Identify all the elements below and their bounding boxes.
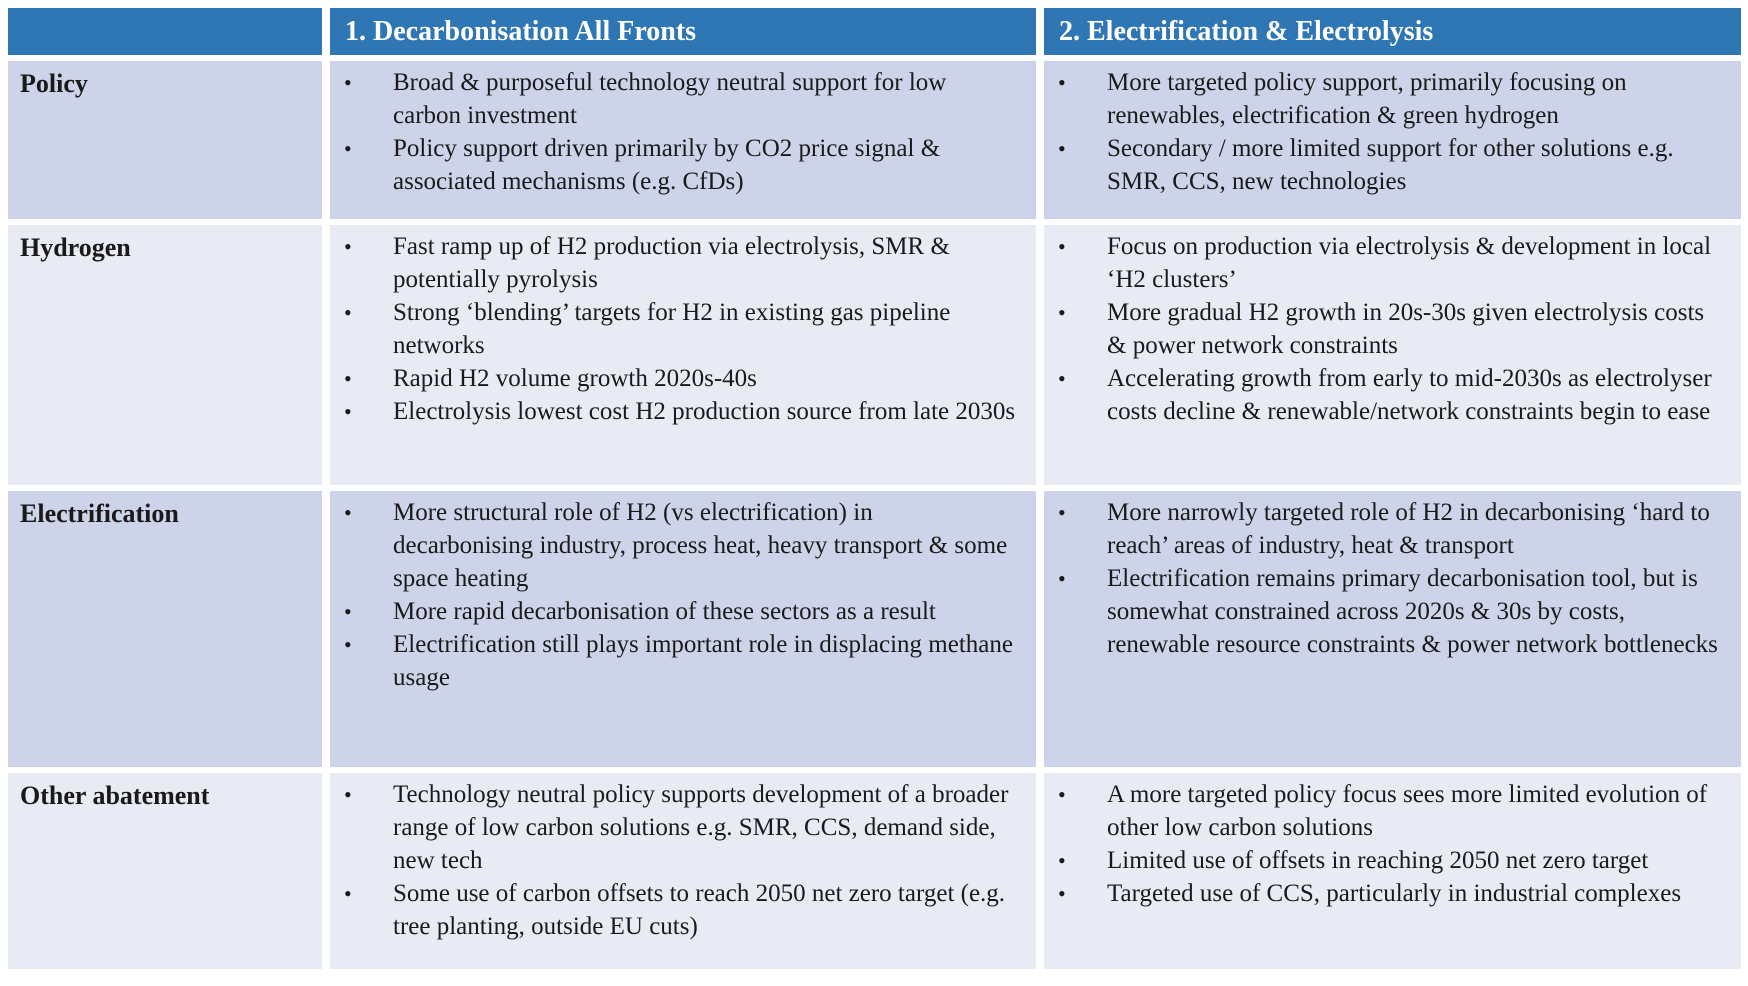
bullet-item: • Electrification still plays important … — [330, 628, 1018, 694]
header-col-1-label: 1. Decarbonisation All Fronts — [345, 15, 697, 47]
bullet-text: Rapid H2 volume growth 2020s-40s — [393, 365, 757, 392]
bullet-item: • Technology neutral policy supports dev… — [330, 778, 1018, 877]
header-col-decarbonisation: 1. Decarbonisation All Fronts — [330, 8, 1036, 55]
bullet-item: • Targeted use of CCS, particularly in i… — [1044, 877, 1723, 910]
bullet-icon: • — [1058, 300, 1066, 325]
table-grid: 1. Decarbonisation All Fronts 2. Electri… — [8, 8, 1741, 969]
bullet-icon: • — [344, 136, 352, 161]
bullet-icon: • — [344, 500, 352, 525]
bullet-item: • Rapid H2 volume growth 2020s-40s — [330, 362, 1018, 395]
bullet-icon: • — [344, 632, 352, 657]
electrification-scenario1-cell: • More structural role of H2 (vs electri… — [330, 491, 1036, 767]
bullet-item: • More gradual H2 growth in 20s-30s give… — [1044, 296, 1723, 362]
other-abatement-scenario2-cell: • A more targeted policy focus sees more… — [1044, 773, 1741, 969]
bullet-text: Strong ‘blending’ targets for H2 in exis… — [393, 299, 951, 359]
bullet-text: Electrification remains primary decarbon… — [1107, 565, 1718, 658]
bullet-item: • Electrification remains primary decarb… — [1044, 562, 1723, 661]
bullet-item: • More structural role of H2 (vs electri… — [330, 496, 1018, 595]
header-col-electrification: 2. Electrification & Electrolysis — [1044, 8, 1741, 55]
bullet-icon: • — [1058, 881, 1066, 906]
bullet-text: Focus on production via electrolysis & d… — [1107, 233, 1712, 293]
other-abatement-scenario1-cell: • Technology neutral policy supports dev… — [330, 773, 1036, 969]
bullet-text: Targeted use of CCS, particularly in ind… — [1107, 880, 1682, 907]
bullet-text: More narrowly targeted role of H2 in dec… — [1107, 499, 1710, 559]
bullet-item: • More narrowly targeted role of H2 in d… — [1044, 496, 1723, 562]
bullet-text: Secondary / more limited support for oth… — [1107, 135, 1674, 195]
bullet-icon: • — [1058, 848, 1066, 873]
bullet-icon: • — [344, 366, 352, 391]
bullet-item: • Strong ‘blending’ targets for H2 in ex… — [330, 296, 1018, 362]
bullet-item: • More rapid decarbonisation of these se… — [330, 595, 1018, 628]
bullet-text: More rapid decarbonisation of these sect… — [393, 598, 936, 625]
bullet-text: More structural role of H2 (vs electrifi… — [393, 499, 1008, 592]
bullet-icon: • — [344, 399, 352, 424]
bullet-item: • Accelerating growth from early to mid-… — [1044, 362, 1723, 428]
bullet-text: More gradual H2 growth in 20s-30s given … — [1107, 299, 1705, 359]
policy-scenario1-cell: • Broad & purposeful technology neutral … — [330, 61, 1036, 219]
header-corner-cell — [8, 8, 322, 55]
bullet-text: Technology neutral policy supports devel… — [393, 781, 1009, 874]
bullet-icon: • — [1058, 366, 1066, 391]
bullet-text: Some use of carbon offsets to reach 2050… — [393, 880, 1006, 940]
bullet-icon: • — [1058, 566, 1066, 591]
bullet-item: • Secondary / more limited support for o… — [1044, 132, 1723, 198]
bullet-item: • Policy support driven primarily by CO2… — [330, 132, 1018, 198]
bullet-item: • Broad & purposeful technology neutral … — [330, 66, 1018, 132]
policy-scenario2-cell: • More targeted policy support, primaril… — [1044, 61, 1741, 219]
bullet-icon: • — [344, 782, 352, 807]
row-label-hydrogen: Hydrogen — [8, 225, 322, 485]
bullet-icon: • — [1058, 782, 1066, 807]
bullet-text: More targeted policy support, primarily … — [1107, 69, 1627, 129]
bullet-icon: • — [344, 300, 352, 325]
bullet-item: • Fast ramp up of H2 production via elec… — [330, 230, 1018, 296]
bullet-text: Fast ramp up of H2 production via electr… — [393, 233, 950, 293]
bullet-item: • Focus on production via electrolysis &… — [1044, 230, 1723, 296]
bullet-icon: • — [344, 599, 352, 624]
bullet-icon: • — [1058, 234, 1066, 259]
row-label-other-abatement: Other abatement — [8, 773, 322, 969]
row-label-policy: Policy — [8, 61, 322, 219]
row-label-text: Electrification — [20, 499, 179, 528]
bullet-text: Accelerating growth from early to mid-20… — [1107, 365, 1712, 425]
bullet-item: • More targeted policy support, primaril… — [1044, 66, 1723, 132]
row-label-electrification: Electrification — [8, 491, 322, 767]
header-col-2-label: 2. Electrification & Electrolysis — [1059, 15, 1434, 47]
bullet-text: Limited use of offsets in reaching 2050 … — [1107, 847, 1649, 874]
bullet-item: • Limited use of offsets in reaching 205… — [1044, 844, 1723, 877]
bullet-text: Electrification still plays important ro… — [393, 631, 1013, 691]
bullet-text: Policy support driven primarily by CO2 p… — [393, 135, 941, 195]
scenario-comparison-table: 1. Decarbonisation All Fronts 2. Electri… — [8, 8, 1741, 969]
hydrogen-scenario1-cell: • Fast ramp up of H2 production via elec… — [330, 225, 1036, 485]
bullet-text: Broad & purposeful technology neutral su… — [393, 69, 947, 129]
electrification-scenario2-cell: • More narrowly targeted role of H2 in d… — [1044, 491, 1741, 767]
bullet-item: • Electrolysis lowest cost H2 production… — [330, 395, 1018, 428]
bullet-item: • A more targeted policy focus sees more… — [1044, 778, 1723, 844]
bullet-icon: • — [1058, 136, 1066, 161]
bullet-icon: • — [344, 234, 352, 259]
bullet-icon: • — [344, 70, 352, 95]
bullet-icon: • — [1058, 70, 1066, 95]
bullet-text: Electrolysis lowest cost H2 production s… — [393, 398, 1016, 425]
row-label-text: Hydrogen — [20, 233, 131, 262]
bullet-icon: • — [344, 881, 352, 906]
hydrogen-scenario2-cell: • Focus on production via electrolysis &… — [1044, 225, 1741, 485]
bullet-item: • Some use of carbon offsets to reach 20… — [330, 877, 1018, 943]
row-label-text: Other abatement — [20, 781, 210, 810]
bullet-icon: • — [1058, 500, 1066, 525]
bullet-text: A more targeted policy focus sees more l… — [1107, 781, 1708, 841]
row-label-text: Policy — [20, 69, 88, 98]
